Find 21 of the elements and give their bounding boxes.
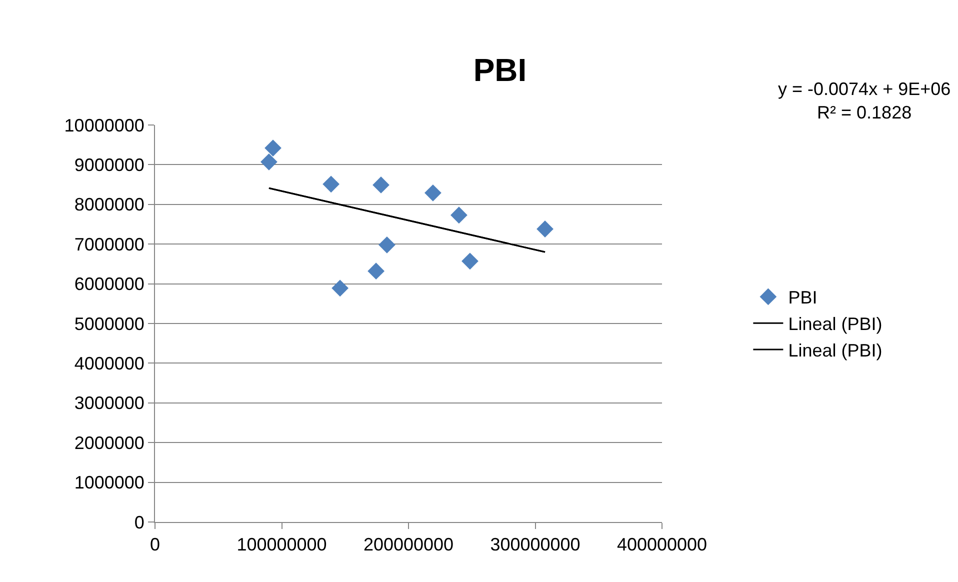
chart-title: PBI (473, 52, 527, 88)
y-tick-label: 8000000 (74, 194, 144, 215)
y-tick-label: 0 (134, 512, 144, 532)
y-tick-label: 4000000 (74, 354, 144, 374)
legend-label: Lineal (PBI) (788, 314, 882, 334)
x-tick-label: 200000000 (363, 534, 454, 555)
y-tick-label: 10000000 (64, 115, 144, 136)
y-tick-label: 7000000 (74, 234, 144, 254)
x-tick-label: 400000000 (616, 534, 708, 555)
y-tick-label: 5000000 (74, 314, 144, 334)
y-tick-label: 9000000 (74, 155, 144, 175)
legend-label: PBI (788, 288, 818, 308)
x-tick-label: 300000000 (490, 534, 580, 555)
y-tick-label: 3000000 (74, 393, 144, 414)
x-tick-label: 0 (150, 534, 160, 555)
text: y = -0.0074x + 9E+06 R² = 0.1828 (778, 79, 951, 122)
y-tick-label: 6000000 (74, 274, 144, 294)
legend-label: Lineal (PBI) (788, 340, 882, 361)
x-tick-label: 100000000 (236, 534, 327, 555)
y-tick-label: 1000000 (74, 472, 144, 493)
y-tick-label: 2000000 (74, 432, 144, 453)
